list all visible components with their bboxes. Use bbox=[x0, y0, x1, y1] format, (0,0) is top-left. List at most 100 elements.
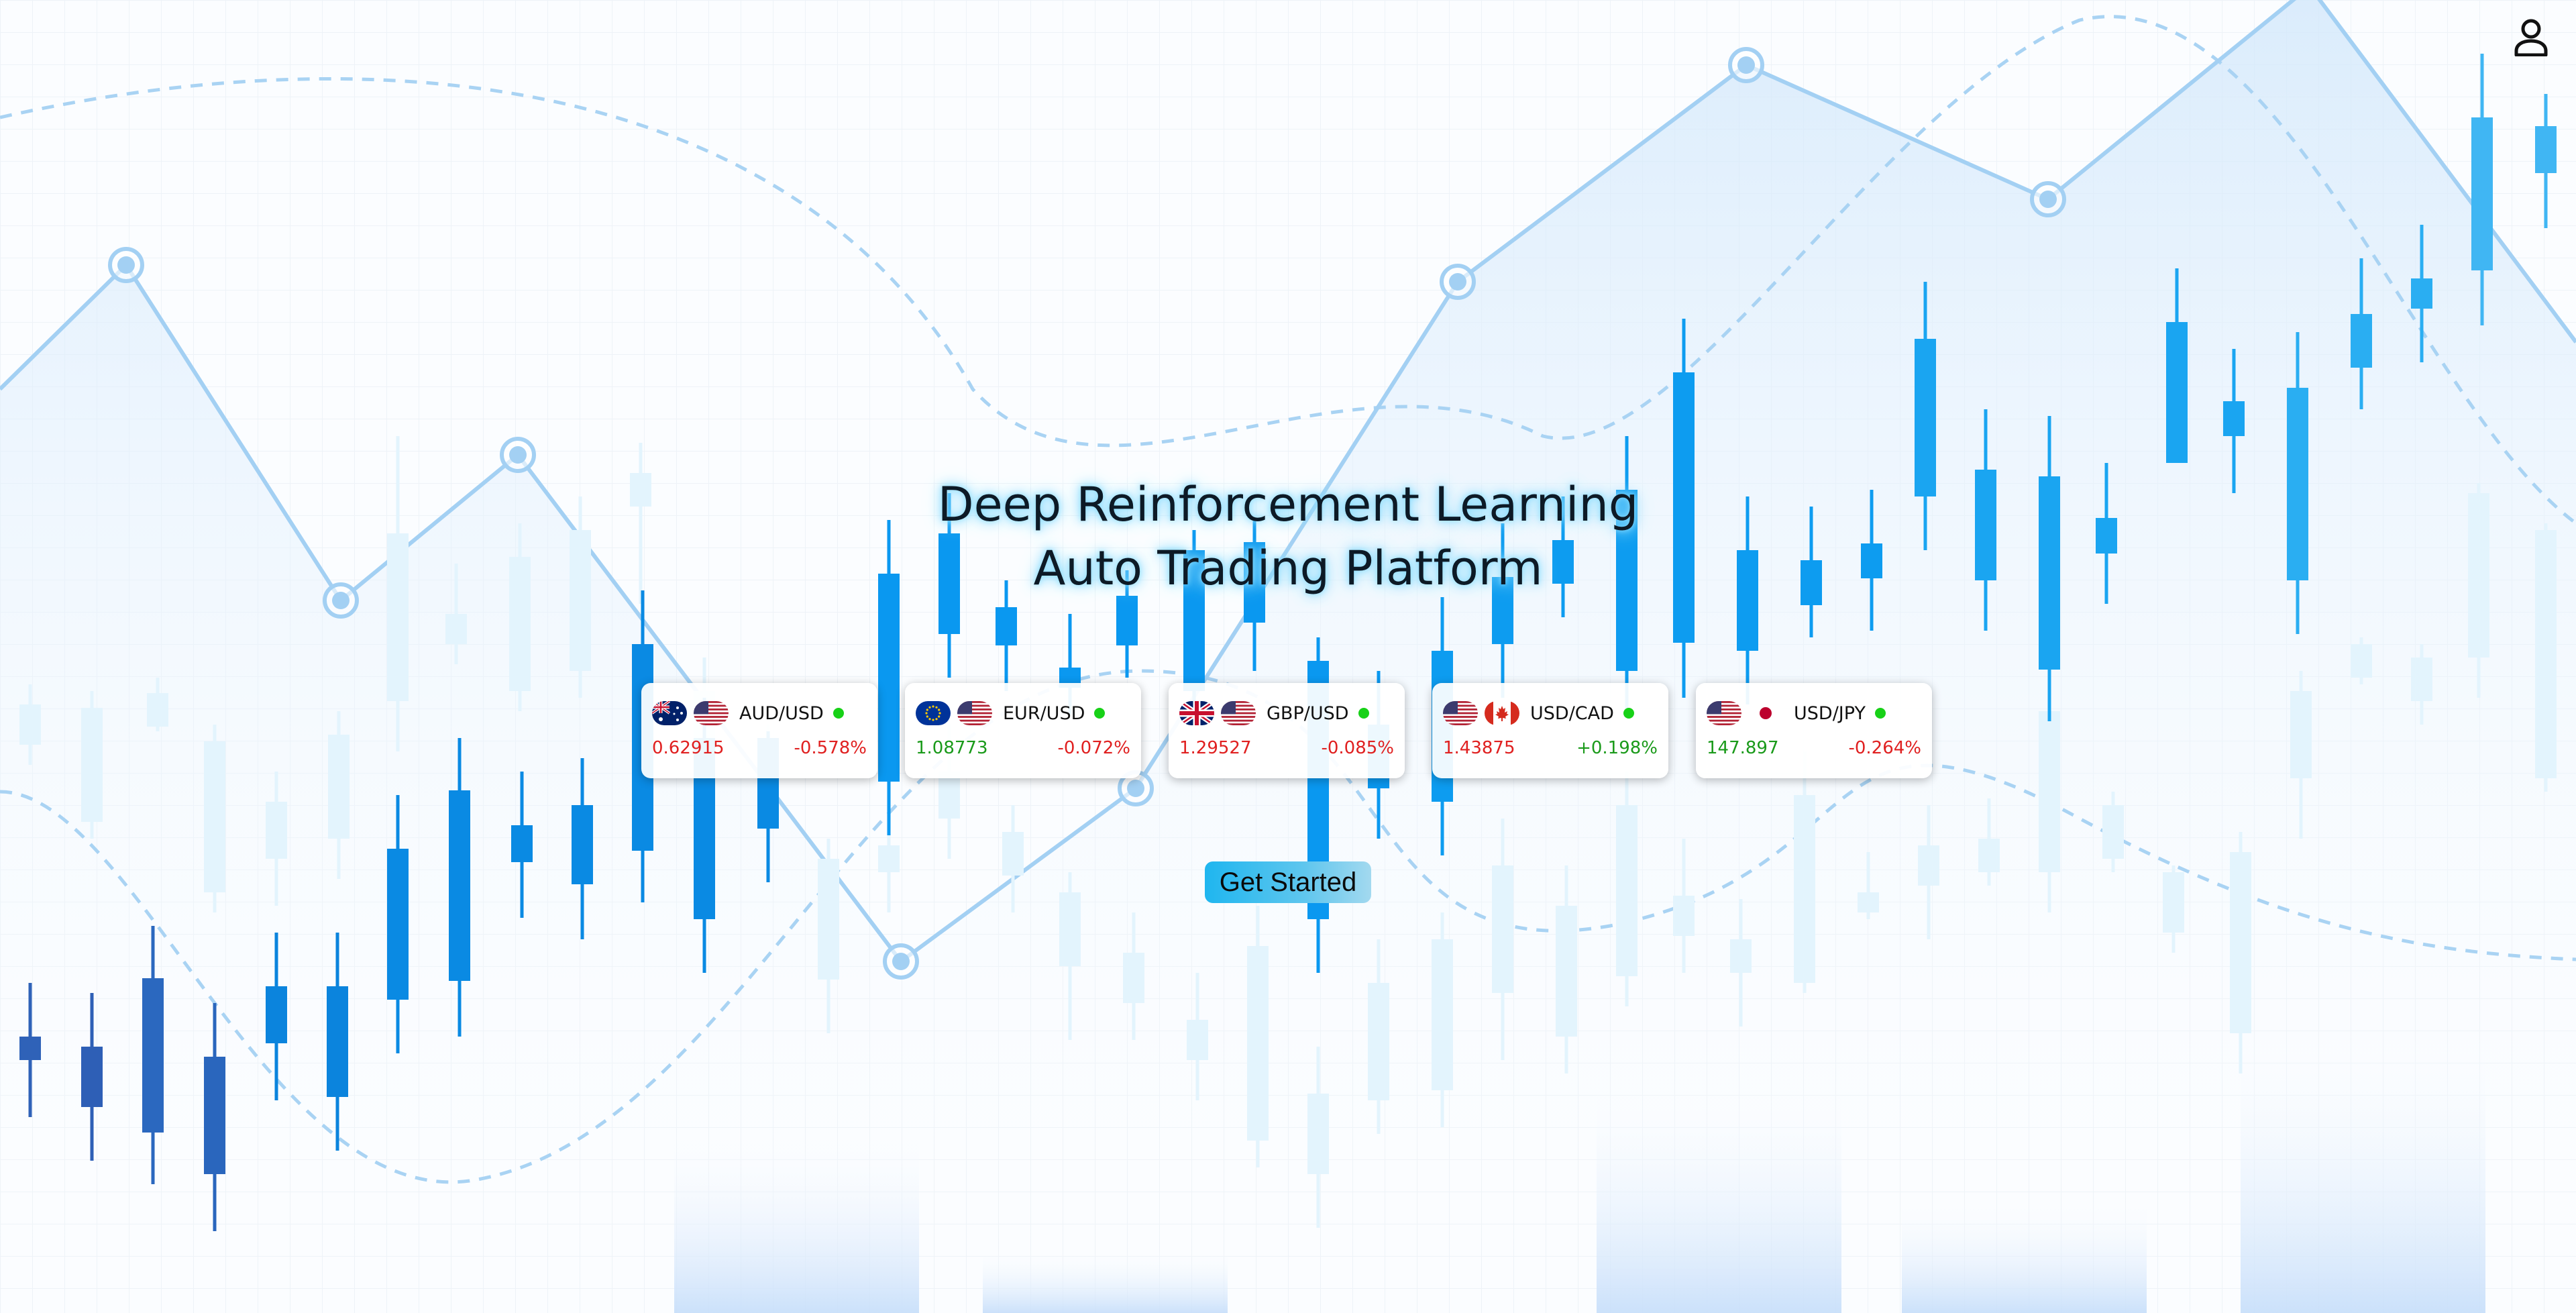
faded-candle-body bbox=[1978, 839, 2000, 872]
faded-candle-body bbox=[1002, 832, 1024, 876]
live-status-dot bbox=[1623, 708, 1634, 719]
candle-body bbox=[2287, 388, 2308, 580]
live-status-dot bbox=[833, 708, 844, 719]
ticker-pair: EUR/USD bbox=[1003, 702, 1085, 724]
japan-flag-icon bbox=[1748, 701, 1783, 725]
usa-flag-icon bbox=[694, 701, 729, 725]
candle-body bbox=[2223, 401, 2245, 436]
candle-body bbox=[1244, 542, 1265, 623]
ticker-pair: GBP/USD bbox=[1267, 702, 1349, 724]
ticker-pair: AUD/USD bbox=[739, 702, 824, 724]
faded-candle-body bbox=[2535, 530, 2557, 778]
trend-node-dot bbox=[1449, 273, 1466, 291]
ticker-price: 1.29527 bbox=[1179, 738, 1252, 758]
candle-body bbox=[938, 533, 960, 634]
faded-candle-body bbox=[1247, 946, 1269, 1141]
ticker-card-usd-jpy[interactable]: USD/JPY 147.897 -0.264% bbox=[1696, 683, 1932, 778]
candle-body bbox=[81, 1047, 103, 1107]
faded-candle-body bbox=[147, 693, 168, 727]
ticker-change: -0.072% bbox=[1057, 738, 1130, 758]
ticker-price: 1.08773 bbox=[916, 738, 988, 758]
ticker-change: -0.264% bbox=[1848, 738, 1921, 758]
page-title: Deep Reinforcement Learning Auto Trading… bbox=[0, 473, 2576, 600]
candle-body bbox=[1183, 550, 1205, 691]
trend-nodes bbox=[108, 47, 2066, 980]
title-line-1: Deep Reinforcement Learning bbox=[937, 477, 1639, 532]
faded-candle-body bbox=[1730, 939, 1752, 973]
faded-candle-body bbox=[328, 735, 350, 839]
faded-candle-body bbox=[266, 802, 287, 859]
faded-candle-body bbox=[1368, 983, 1389, 1100]
faded-candle-body bbox=[2411, 658, 2432, 701]
live-status-dot bbox=[1358, 708, 1369, 719]
candle-body bbox=[142, 978, 164, 1133]
candle-body bbox=[1673, 372, 1695, 643]
candle-body bbox=[511, 825, 533, 862]
faded-candle-body bbox=[2039, 711, 2060, 872]
candle-body bbox=[878, 574, 900, 782]
get-started-button[interactable]: Get Started bbox=[1205, 861, 1371, 903]
ticker-card-usd-cad[interactable]: USD/CAD 1.43875 +0.198% bbox=[1432, 683, 1668, 778]
faded-candle-body bbox=[1187, 1020, 1208, 1060]
candles bbox=[19, 54, 2557, 1231]
candle-body bbox=[1861, 543, 1882, 578]
usa-flag-icon bbox=[1443, 701, 1478, 725]
ticker-price: 147.897 bbox=[1707, 738, 1779, 758]
faded-candle-body bbox=[1432, 939, 1453, 1090]
candle-body bbox=[327, 986, 348, 1097]
ticker-change: -0.578% bbox=[794, 738, 867, 758]
faded-candle-body bbox=[2468, 493, 2489, 658]
trend-node-dot bbox=[1737, 56, 1755, 74]
candle-body bbox=[2351, 314, 2372, 368]
faded-candle-body bbox=[1307, 1094, 1329, 1174]
candle-body bbox=[1915, 339, 1936, 496]
canada-flag-icon bbox=[1485, 701, 1519, 725]
candle-body bbox=[1737, 550, 1758, 651]
faded-candle-body bbox=[1556, 906, 1577, 1037]
ticker-card-gbp-usd[interactable]: GBP/USD 1.29527 -0.085% bbox=[1169, 683, 1405, 778]
faded-candle-body bbox=[818, 859, 839, 980]
candle-body bbox=[572, 805, 593, 884]
trend-node-dot bbox=[117, 256, 135, 274]
candle-body bbox=[996, 607, 1017, 645]
candle-body bbox=[266, 986, 287, 1043]
candle-body bbox=[1616, 490, 1638, 671]
live-status-dot bbox=[1874, 708, 1886, 719]
faded-candle-body bbox=[1059, 892, 1081, 966]
trend-node-dot bbox=[892, 953, 910, 970]
ticker-pair: USD/CAD bbox=[1530, 702, 1614, 724]
faded-candle-body bbox=[204, 741, 225, 892]
ticker-bar: AUD/USD 0.62915 -0.578% EUR/USD 1.08773 bbox=[641, 683, 1932, 778]
usa-flag-icon bbox=[1221, 701, 1256, 725]
title-line-2: Auto Trading Platform bbox=[1033, 541, 1543, 596]
candle-body bbox=[204, 1057, 225, 1174]
ticker-price: 1.43875 bbox=[1443, 738, 1515, 758]
candle-body bbox=[449, 790, 470, 981]
candle-body bbox=[1975, 470, 1996, 580]
ticker-pair: USD/JPY bbox=[1794, 702, 1866, 724]
candle-body bbox=[1492, 577, 1513, 644]
ticker-change: -0.085% bbox=[1321, 738, 1394, 758]
faded-candle-body bbox=[1492, 865, 1513, 993]
ticker-card-aud-usd[interactable]: AUD/USD 0.62915 -0.578% bbox=[641, 683, 877, 778]
faded-candle-body bbox=[2230, 852, 2251, 1033]
faded-candle-body bbox=[938, 772, 960, 819]
candle-body bbox=[2411, 278, 2432, 309]
australia-flag-icon bbox=[652, 701, 687, 725]
user-account-button[interactable] bbox=[2508, 13, 2555, 60]
usa-flag-icon bbox=[1707, 701, 1741, 725]
faded-candle-body bbox=[2290, 691, 2312, 778]
faded-candle-body bbox=[1616, 805, 1638, 976]
ticker-card-eur-usd[interactable]: EUR/USD 1.08773 -0.072% bbox=[905, 683, 1141, 778]
faded-candle-body bbox=[445, 614, 467, 644]
trend-node-dot bbox=[1127, 780, 1144, 797]
faded-candle-body bbox=[1123, 953, 1144, 1003]
candle-body bbox=[2166, 322, 2188, 463]
ticker-change: +0.198% bbox=[1576, 738, 1658, 758]
faded-candle-body bbox=[2351, 644, 2372, 678]
faded-candle-body bbox=[19, 704, 41, 745]
candle-body bbox=[2471, 117, 2493, 270]
